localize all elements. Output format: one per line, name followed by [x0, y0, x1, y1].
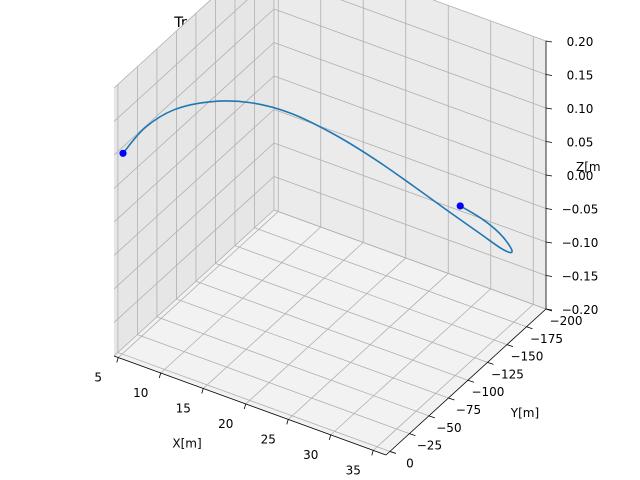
- z-axis-label: Z[m: [576, 160, 601, 174]
- grid-line-y: [137, 334, 410, 435]
- y-tick-label: −200: [550, 314, 583, 328]
- z-tick: [545, 275, 553, 277]
- grid-line-x: [330, 288, 492, 436]
- y-tick: [506, 344, 514, 347]
- data-markers: [119, 149, 464, 210]
- grid-line-x: [117, 211, 279, 358]
- z-tick: [545, 208, 553, 210]
- z-tick: [545, 141, 553, 143]
- x-tick: [243, 403, 247, 410]
- grid-lines: [113, 0, 547, 452]
- grid-line-z: [273, 142, 547, 243]
- z-tick: [545, 74, 553, 76]
- grid-line-x: [287, 273, 449, 420]
- grid-line-z: [273, 209, 547, 310]
- y-tick: [526, 326, 533, 330]
- grid-line-z: [432, 0, 547, 42]
- x-tick: [201, 388, 204, 394]
- y-tick-label: −150: [510, 350, 543, 364]
- x-tick: [328, 434, 332, 441]
- y-tick-label: −75: [456, 403, 481, 417]
- floor-pane: [114, 210, 546, 455]
- y-tick: [389, 451, 397, 454]
- z-tick-label: 0.15: [567, 69, 594, 83]
- grid-line-z: [273, 75, 547, 176]
- grid-line-z: [113, 0, 212, 89]
- grid-line-z: [113, 109, 275, 256]
- grid-line-z: [273, 42, 547, 142]
- y-tick: [467, 379, 475, 383]
- grid-line-z: [113, 176, 275, 323]
- z-tick-label: 0.10: [567, 102, 594, 116]
- y-tick-label: −25: [417, 439, 442, 453]
- x-axis-line: [113, 355, 387, 456]
- z-tick: [545, 107, 553, 110]
- z-tick: [545, 241, 553, 244]
- x-tick: [371, 450, 374, 456]
- y-tick: [487, 362, 494, 365]
- end-point-marker: [456, 202, 464, 210]
- x-tick-label: 25: [261, 432, 276, 446]
- z-tick-label: 0.05: [567, 136, 594, 150]
- grid-line-y: [254, 227, 527, 328]
- x-tick-label: 5: [94, 371, 102, 385]
- x-axis-label: X[m]: [172, 437, 201, 451]
- grid-line-y: [176, 298, 449, 399]
- y-tick: [428, 415, 436, 419]
- y-axis-line: [385, 308, 547, 456]
- grid-line-z: [113, 142, 275, 290]
- trajectory-line: [122, 100, 513, 254]
- y-tick-label: −50: [436, 421, 461, 435]
- grid-line-y: [215, 263, 488, 363]
- left-pane: [114, 0, 274, 356]
- grid-line-x: [160, 226, 322, 374]
- grid-line-y: [234, 245, 508, 345]
- x-tick-label: 20: [218, 417, 233, 431]
- z-tick-label: −0.05: [562, 203, 599, 217]
- grid-line-y: [195, 280, 469, 381]
- data-series: [122, 100, 513, 254]
- grid-line-z: [273, 8, 547, 109]
- grid-line-z: [340, 0, 547, 75]
- z-tick-label: 0.20: [567, 35, 594, 49]
- z-tick-label: 0.00: [567, 169, 594, 183]
- grid-line-y: [117, 352, 391, 452]
- x-tick-label: 15: [176, 401, 191, 415]
- start-point-marker: [119, 149, 127, 157]
- grid-line-z: [113, 8, 275, 156]
- y-tick: [409, 433, 416, 437]
- axis-labels: X[m] Y[m] Z[m: [172, 160, 600, 451]
- axes-panes: [114, 0, 546, 455]
- y-tick-label: 0: [406, 456, 414, 470]
- x-tick-label: 35: [346, 463, 361, 477]
- grid-line-z: [113, 209, 275, 357]
- x-tick: [116, 357, 119, 363]
- tick-labels: 5 10 15 20 25 30 35 0−25 −50 −75 −100 −125 −150 −175 −…: [94, 35, 598, 477]
- y-tick-label: −100: [471, 385, 504, 399]
- z-tick: [545, 308, 553, 311]
- grid-line-x: [202, 242, 364, 389]
- z-tick: [545, 40, 553, 43]
- x-tick: [158, 372, 162, 379]
- y-axis-label: Y[m]: [510, 406, 539, 420]
- z-tick-label: −0.20: [562, 303, 599, 317]
- grid-line-x: [245, 257, 407, 405]
- x-tick-label: 10: [133, 386, 148, 400]
- x-tick: [286, 419, 289, 425]
- z-tick-label: −0.15: [562, 270, 599, 284]
- grid-line-z: [273, 176, 547, 276]
- z-tick-label: −0.10: [562, 236, 599, 250]
- grid-line-x: [372, 304, 534, 451]
- y-tick-label: −125: [491, 367, 524, 381]
- x-tick-label: 30: [303, 448, 318, 462]
- y-tick: [448, 397, 455, 401]
- grid-line-z: [113, 0, 248, 122]
- y-tick-label: −175: [530, 332, 563, 346]
- grid-line-z: [113, 75, 275, 223]
- z-tick: [545, 174, 553, 177]
- grid-line-y: [156, 316, 430, 417]
- tick-marks: [116, 40, 553, 456]
- grid-line-z: [113, 42, 275, 189]
